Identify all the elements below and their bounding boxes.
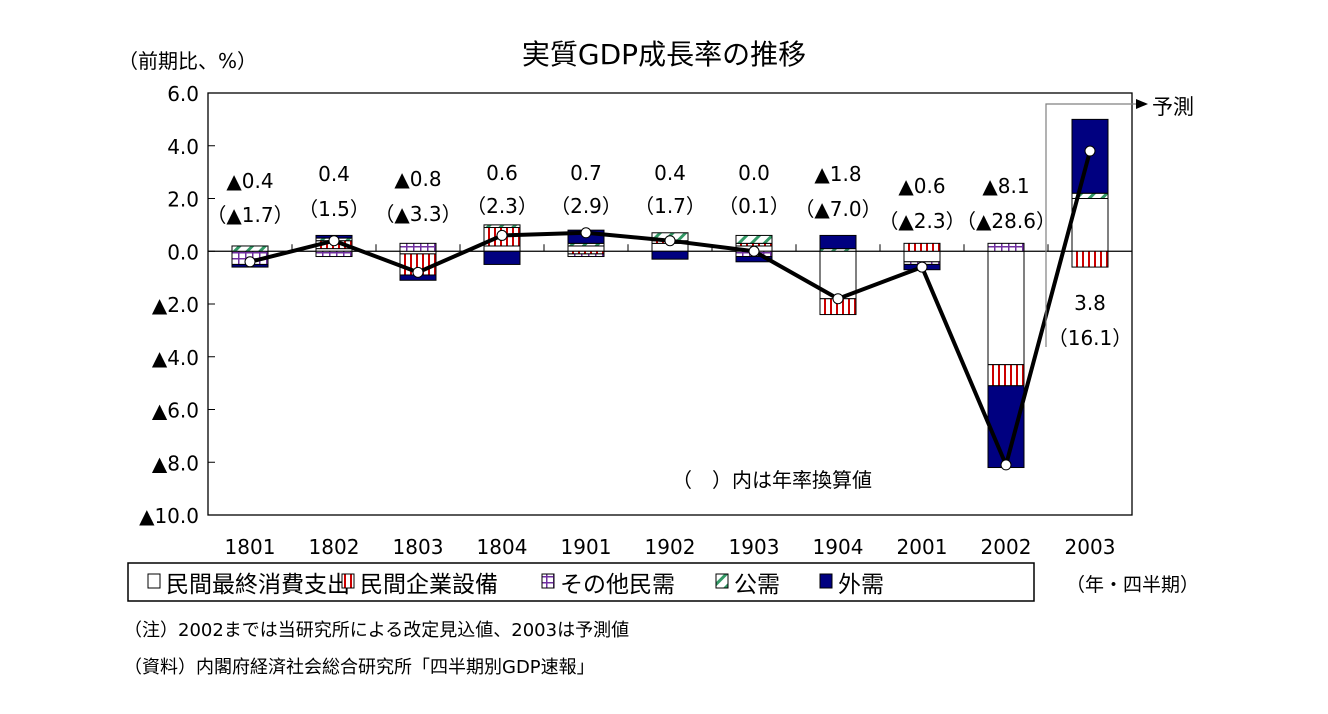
gdp-point <box>580 227 592 239</box>
data-label-annualized: （1.7） <box>634 194 706 218</box>
data-label-quarterly: ▲0.6 <box>898 174 945 198</box>
bar-cons <box>903 250 941 263</box>
x-tick-label: 2003 <box>1065 535 1116 559</box>
bar-ext <box>651 250 689 260</box>
data-label-quarterly: 3.8 <box>1074 291 1106 315</box>
y-tick-label: ▲10.0 <box>139 504 199 528</box>
data-label-annualized: （▲1.7） <box>206 203 293 227</box>
legend-swatch-cons <box>147 573 161 589</box>
data-label-quarterly: ▲0.4 <box>226 169 273 193</box>
x-tick-label: 1901 <box>561 535 612 559</box>
gdp-point <box>496 229 508 241</box>
gdp-point <box>916 261 928 273</box>
x-tick-label: 1902 <box>645 535 696 559</box>
data-label-annualized: （▲2.3） <box>878 209 965 233</box>
bar-ext <box>987 385 1025 469</box>
legend-swatch-pub <box>715 573 729 589</box>
x-tick-label: 1804 <box>477 535 528 559</box>
bar-pub <box>231 245 269 252</box>
gdp-point <box>748 245 760 257</box>
source-text: （資料）内閣府経済社会総合研究所「四半期別GDP速報」 <box>124 657 595 678</box>
legend-label-ext: 外需 <box>838 572 884 598</box>
data-label-annualized: （2.3） <box>466 194 538 218</box>
gdp-point <box>1000 459 1012 471</box>
bar-pub <box>735 234 773 244</box>
data-label-annualized: （1.5） <box>298 197 370 221</box>
legend-label-other: その他民需 <box>560 572 675 598</box>
bar-pub <box>483 224 521 229</box>
data-label-quarterly: ▲1.8 <box>814 162 861 186</box>
y-tick-label: 0.0 <box>167 240 199 264</box>
bar-cons <box>987 250 1025 366</box>
gdp-point <box>328 235 340 247</box>
x-tick-label: 2002 <box>981 535 1032 559</box>
x-tick-label: 1802 <box>309 535 360 559</box>
note-text: （注）2002までは当研究所による改定見込値、2003は予測値 <box>124 620 629 641</box>
chart-title: 実質GDP成長率の推移 <box>522 38 806 71</box>
gdp-point <box>244 256 256 268</box>
data-label-annualized: （▲3.3） <box>374 202 461 226</box>
data-label-quarterly: 0.7 <box>570 161 602 185</box>
forecast-label: 予測 <box>1152 95 1194 119</box>
y-tick-label: ▲8.0 <box>152 451 199 475</box>
x-tick-label: 1801 <box>225 535 276 559</box>
forecast-arrow-icon <box>1136 99 1148 109</box>
y-axis-unit-label: （前期比、%） <box>118 49 257 73</box>
data-label-quarterly: 0.4 <box>318 162 350 186</box>
y-tick-label: ▲6.0 <box>152 399 199 423</box>
bar-cons <box>483 245 521 252</box>
gdp-point <box>1084 145 1096 157</box>
legend-label-cons: 民間最終消費支出 <box>166 572 350 598</box>
legend-label-inv: 民間企業設備 <box>360 572 498 598</box>
forecast-bracket <box>1045 103 1136 347</box>
gdp-point <box>412 266 424 278</box>
data-label-quarterly: 0.4 <box>654 161 686 185</box>
bar-inv <box>903 242 941 252</box>
data-label-quarterly: ▲8.1 <box>982 174 1029 198</box>
x-tick-label: 2001 <box>897 535 948 559</box>
bar-cons <box>1071 198 1109 252</box>
data-label-annualized: （0.1） <box>718 194 790 218</box>
data-label-quarterly: 0.0 <box>738 161 770 185</box>
data-label-annualized: （2.9） <box>550 194 622 218</box>
annual-rate-note: （ ）内は年率換算値 <box>672 468 872 492</box>
gdp-point <box>664 235 676 247</box>
data-label-annualized: （▲28.6） <box>956 209 1056 233</box>
bar-other <box>567 253 605 258</box>
data-label-quarterly: ▲0.8 <box>394 167 441 191</box>
bar-other <box>399 242 437 252</box>
y-tick-label: ▲2.0 <box>152 293 199 317</box>
data-label-annualized: （16.1） <box>1048 326 1133 350</box>
legend-swatch-other <box>541 573 555 589</box>
bar-ext <box>483 250 521 265</box>
bar-cons <box>567 245 605 252</box>
y-tick-label: 4.0 <box>167 135 199 159</box>
x-tick-label: 1803 <box>393 535 444 559</box>
legend-box <box>127 562 1035 602</box>
data-label-annualized: （▲7.0） <box>794 197 881 221</box>
gdp-point <box>832 293 844 305</box>
legend-swatch-inv <box>341 573 355 589</box>
legend-label-pub: 公需 <box>734 572 780 598</box>
data-label-quarterly: 0.6 <box>486 161 518 185</box>
y-tick-label: 2.0 <box>167 188 199 212</box>
y-tick-label: 6.0 <box>167 82 199 106</box>
x-tick-label: 1903 <box>729 535 780 559</box>
bar-ext <box>819 234 857 250</box>
x-tick-label: 1904 <box>813 535 864 559</box>
bar-inv <box>1071 250 1109 268</box>
bar-other <box>315 250 353 258</box>
bar-other <box>987 242 1025 252</box>
bar-inv <box>987 364 1025 387</box>
x-axis-unit-label: （年・四半期） <box>1066 574 1199 596</box>
legend-swatch-ext <box>819 573 833 589</box>
y-tick-label: ▲4.0 <box>152 346 199 370</box>
